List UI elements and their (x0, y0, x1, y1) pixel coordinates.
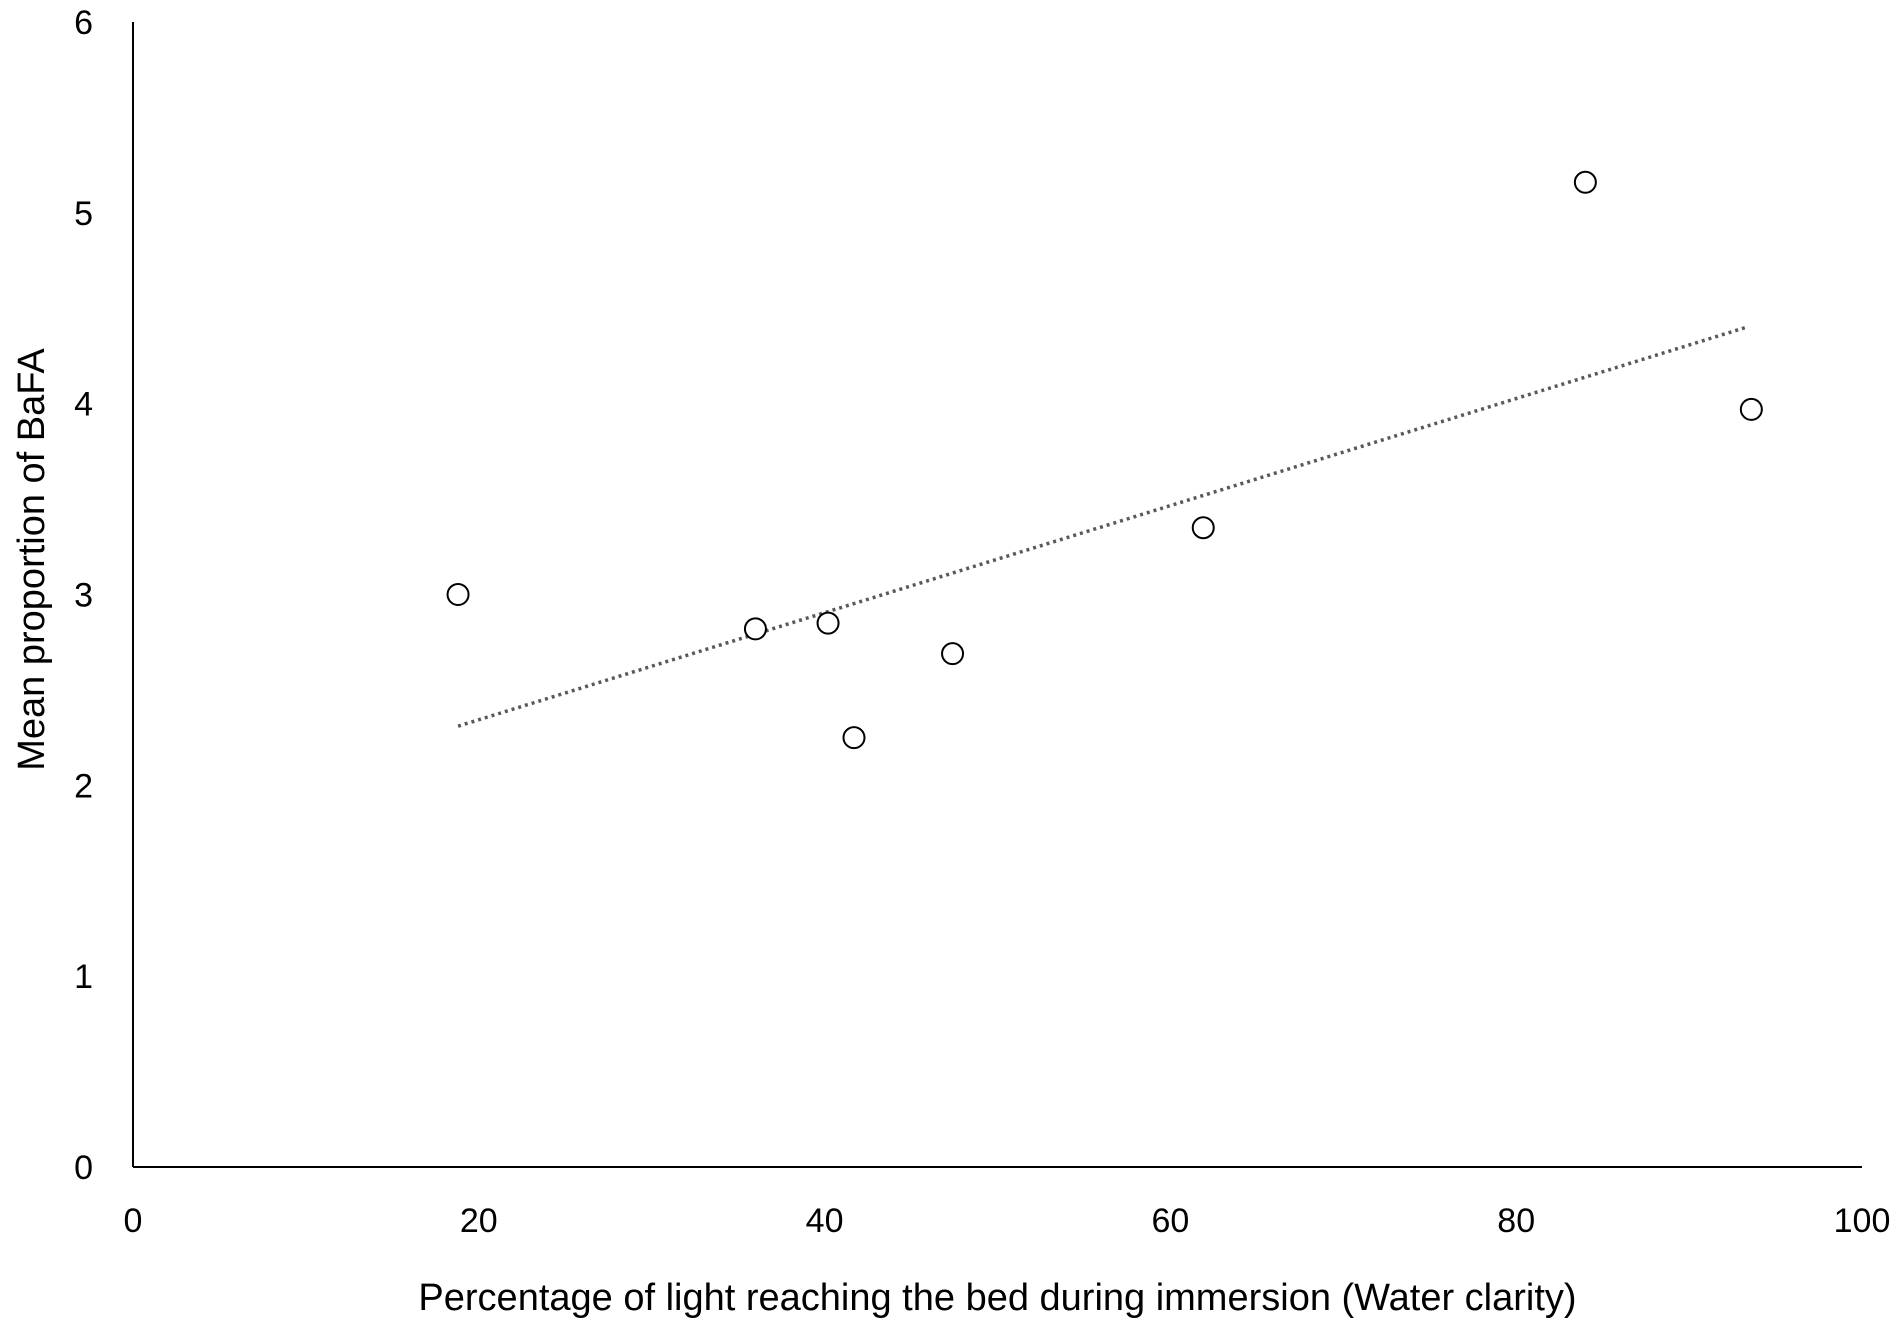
y-tick-label: 5 (74, 195, 93, 233)
x-tick-labels: 0 20 40 60 80 100 (124, 1202, 1891, 1240)
x-tick-label: 0 (124, 1202, 143, 1240)
y-tick-label: 4 (74, 386, 93, 424)
data-point (446, 583, 470, 606)
data-point (941, 642, 965, 666)
trendline (457, 325, 1747, 728)
data-points (446, 170, 1763, 750)
x-tick-label: 20 (460, 1202, 498, 1240)
data-point (842, 726, 866, 750)
axes (132, 22, 1862, 1168)
y-tick-label: 1 (74, 958, 93, 996)
y-tick-label: 0 (74, 1149, 93, 1187)
data-point (1739, 397, 1763, 421)
data-point (743, 617, 767, 641)
y-tick-label: 2 (74, 767, 93, 805)
x-tick-label: 40 (806, 1202, 844, 1240)
y-tick-labels: 0 1 2 3 4 5 6 (74, 4, 93, 1187)
data-point (1191, 516, 1215, 540)
y-tick-label: 6 (74, 4, 93, 42)
x-tick-label: 80 (1497, 1202, 1535, 1240)
y-tick-label: 3 (74, 577, 93, 615)
data-point (816, 611, 840, 635)
x-tick-label: 60 (1151, 1202, 1189, 1240)
y-axis-title: Mean proportion of BaFA (11, 348, 53, 771)
x-tick-label: 100 (1834, 1202, 1891, 1240)
x-axis-title: Percentage of light reaching the bed dur… (418, 1277, 1576, 1319)
data-point (1573, 170, 1597, 194)
